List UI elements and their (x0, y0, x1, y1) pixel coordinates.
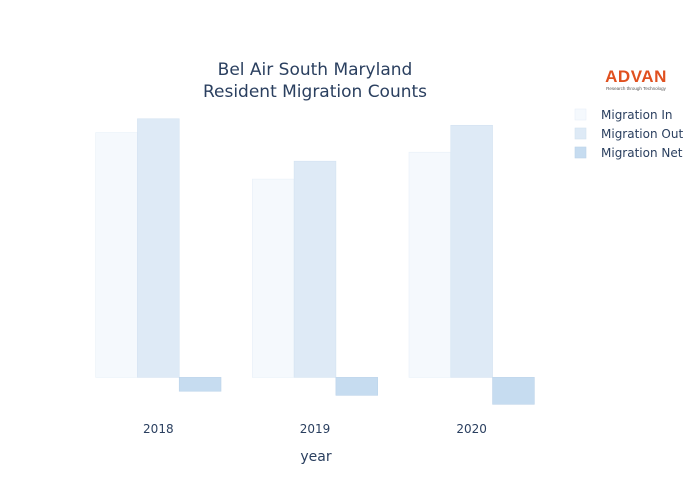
x-tick-label: 2020 (456, 422, 487, 436)
bar-migration-in-2019[interactable] (252, 178, 295, 378)
bar-migration-net-2019[interactable] (335, 377, 378, 396)
legend[interactable]: Migration In Migration Out Migration Net (574, 108, 683, 160)
legend-label: Migration Net (601, 146, 683, 160)
legend-item-migration-out[interactable]: Migration Out (574, 127, 683, 141)
x-tick-label: 2018 (143, 422, 174, 436)
x-tick-labels: 2018 2019 2020 (143, 422, 487, 436)
legend-swatch (574, 127, 587, 140)
chart-title-line-1: Bel Air South Maryland (218, 60, 413, 80)
bar-migration-out-2020[interactable] (450, 124, 493, 378)
logo-wordmark: ADVAN (605, 67, 667, 86)
legend-swatch (574, 108, 587, 121)
bar-migration-in-2018[interactable] (95, 132, 138, 378)
bar-migration-out-2019[interactable] (293, 160, 337, 378)
legend-label: Migration Out (601, 127, 683, 141)
legend-item-migration-net[interactable]: Migration Net (574, 146, 683, 160)
legend-swatch (574, 146, 587, 159)
x-axis-title: year (300, 449, 331, 465)
legend-label: Migration In (601, 108, 673, 122)
bar-migration-out-2018[interactable] (137, 118, 180, 378)
bars-layer (95, 118, 535, 405)
bar-migration-net-2020[interactable] (492, 377, 535, 405)
chart-title-line-2: Resident Migration Counts (203, 82, 427, 102)
advan-logo: ADVAN Research through Technology (605, 67, 667, 91)
x-tick-label: 2019 (300, 422, 331, 436)
bar-migration-in-2020[interactable] (408, 151, 452, 378)
logo-tagline: Research through Technology (606, 86, 666, 91)
bar-migration-net-2018[interactable] (178, 377, 222, 392)
legend-item-migration-in[interactable]: Migration In (574, 108, 673, 122)
